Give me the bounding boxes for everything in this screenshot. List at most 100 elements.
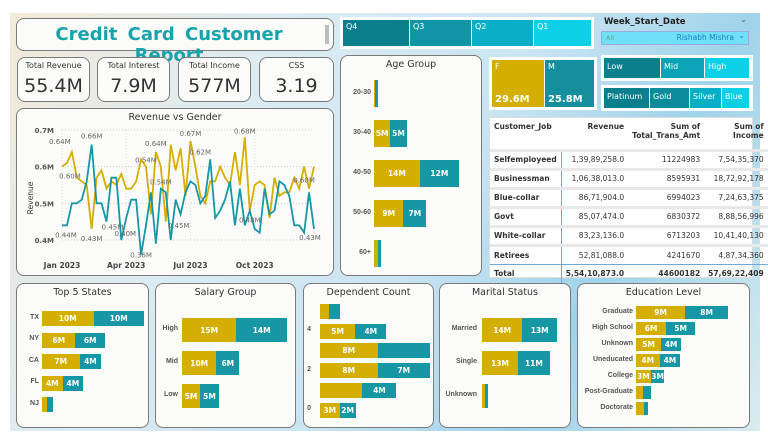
bar-segment-female[interactable]: 4M [42,375,63,391]
bar-segment-male[interactable]: 2M [339,402,356,418]
bar-segment-female[interactable]: 15M [182,318,237,342]
bar-segment-female[interactable] [374,80,375,107]
top-5-states-chart: Top 5 States TX 10M 10M NY 6M 6M CA 7M 4M FL 4M 4M NJ [16,283,149,428]
bar-segment-male[interactable]: 11M [518,351,550,375]
bar-segment-male[interactable]: 5M [200,384,219,408]
bar-segment-female[interactable]: 6M [636,322,667,335]
bar-segment-male[interactable]: 7M [377,363,430,379]
table-cell: Total [490,263,562,283]
bar-segment-male[interactable] [643,402,649,415]
bar-segment-male[interactable]: 10M [93,311,144,326]
slicer-option-mid[interactable]: Mid [661,58,704,78]
bar-segment-female[interactable]: 9M [636,306,686,319]
bar-segment-female[interactable]: 9M [374,200,404,227]
column-header[interactable]: Sum of Total_Trans_Amt [632,122,701,140]
bar-segment-female[interactable]: 3M [636,370,651,383]
bar-segment-male[interactable] [47,397,53,412]
data-label: 0.43M [81,235,103,243]
bar-segment-male[interactable] [485,384,489,408]
data-label: 5M [674,324,687,333]
bar-segment-male[interactable]: 8M [685,306,728,319]
x-tick-label: Jan 2023 [43,261,81,270]
bar-segment-female[interactable]: 13M [482,351,519,375]
bar-segment-female[interactable]: 5M [320,323,356,339]
chevron-down-icon[interactable]: ⌄ [740,15,747,24]
y-tick-label: 0.6M [35,164,54,172]
data-label: 4M [45,378,59,388]
line-series-0 [61,137,315,230]
bar-segment-male[interactable]: 12M [419,160,459,187]
bar-segment-male[interactable]: 5M [390,120,407,147]
bar-segment-male[interactable] [642,386,652,399]
bar-segment-female[interactable] [482,384,486,408]
bar-segment-male[interactable] [377,343,430,359]
bar-segment-female[interactable]: 4M [636,354,660,367]
slicer-option-high[interactable]: High [705,58,749,78]
category-label: 60+ [359,248,371,256]
quarter-Q1[interactable]: Q1 [534,20,591,46]
bar-segment-female[interactable]: 14M [374,160,420,187]
data-label: 0.64M [49,138,71,146]
bar-segment-male[interactable]: 4M [362,382,397,398]
bar-segment-female[interactable]: 5M [374,120,391,147]
table-cell: White-collar [490,224,562,245]
tile-female[interactable]: F 29.6M [492,60,544,107]
bar-segment-female[interactable]: 5M [636,338,662,351]
bar-segment-male[interactable]: 4M [62,375,84,391]
week-dropdown[interactable]: All Rishabh Mishra ⌄ [601,31,749,45]
kpi-value: 577M [188,75,241,97]
category-label: CA [28,356,39,364]
bar-segment-male[interactable]: 4M [79,354,102,369]
bar-segment-female[interactable] [636,402,644,415]
bar-segment-female[interactable] [320,382,363,398]
bar-segment-female[interactable]: 5M [182,384,201,408]
bar-segment-female[interactable]: 10M [42,311,94,326]
bar-segment-male[interactable]: 6M [75,332,105,348]
bar-segment-male[interactable]: 6M [216,351,240,375]
bar-segment-male[interactable]: 3M [650,370,665,383]
bar-segment-male[interactable]: 5M [666,322,696,335]
bar-segment-female[interactable]: 3M [320,402,340,418]
column-header[interactable]: Sum of Income [733,122,764,140]
bar-segment-male[interactable] [328,304,340,319]
bar-segment-female[interactable]: 8M [320,343,378,359]
scrollbar[interactable] [325,25,329,44]
table-cell: 52,81,088.0 [561,243,629,264]
bar-segment-female[interactable] [320,304,329,319]
column-header[interactable]: Customer_Job [494,122,552,131]
bar-segment-male[interactable]: 4M [659,354,681,367]
bar-segment-female[interactable]: 10M [182,351,217,375]
bar-segment-female[interactable]: 7M [42,354,80,369]
bar-segment-male[interactable]: 4M [661,338,681,351]
table-cell: 85,07,474.0 [561,205,629,226]
table-total-row: Total 5,54,10,873.0 44600182 57,69,22,409 [490,263,768,283]
quarter-Q4[interactable]: Q4 [343,20,409,46]
dropdown-user: Rishabh Mishra [676,33,734,42]
quarter-Q3[interactable]: Q3 [410,20,471,46]
bar-segment-male[interactable]: 4M [355,323,387,339]
bar-segment-male[interactable] [378,240,381,267]
bar-segment-male[interactable]: 7M [403,200,427,227]
bar-segment-female[interactable]: 6M [42,332,76,348]
slicer-option-platinum[interactable]: Platinum [604,88,649,108]
bar-segment-male[interactable]: 13M [522,318,557,342]
slicer-option-low[interactable]: Low [604,58,660,78]
slicer-option-silver[interactable]: Silver [690,88,721,108]
data-label: 0.67M [180,130,202,138]
bar-segment-female[interactable]: 14M [482,318,523,342]
bar-segment-female[interactable] [636,386,643,399]
category-label: 4 [307,326,311,334]
bar-segment-male[interactable] [374,80,378,107]
bar-segment-female[interactable] [374,240,379,267]
slicer-option-blue[interactable]: Blue [722,88,749,108]
slicer-option-gold[interactable]: Gold [650,88,689,108]
column-header[interactable]: Revenue [587,122,625,131]
bar-segment-male[interactable]: 14M [236,318,287,342]
chart-title: Top 5 States [53,287,112,298]
quarter-Q2[interactable]: Q2 [472,20,533,46]
bar-segment-female[interactable]: 8M [320,363,378,379]
tile-male[interactable]: M 25.8M [545,60,594,107]
salary-group-chart: Salary Group High 15M 14M Mid 10M 6M Low 5M 5M [155,283,296,428]
category-label: Unknown [445,391,478,398]
bar-segment-female[interactable] [42,397,48,412]
